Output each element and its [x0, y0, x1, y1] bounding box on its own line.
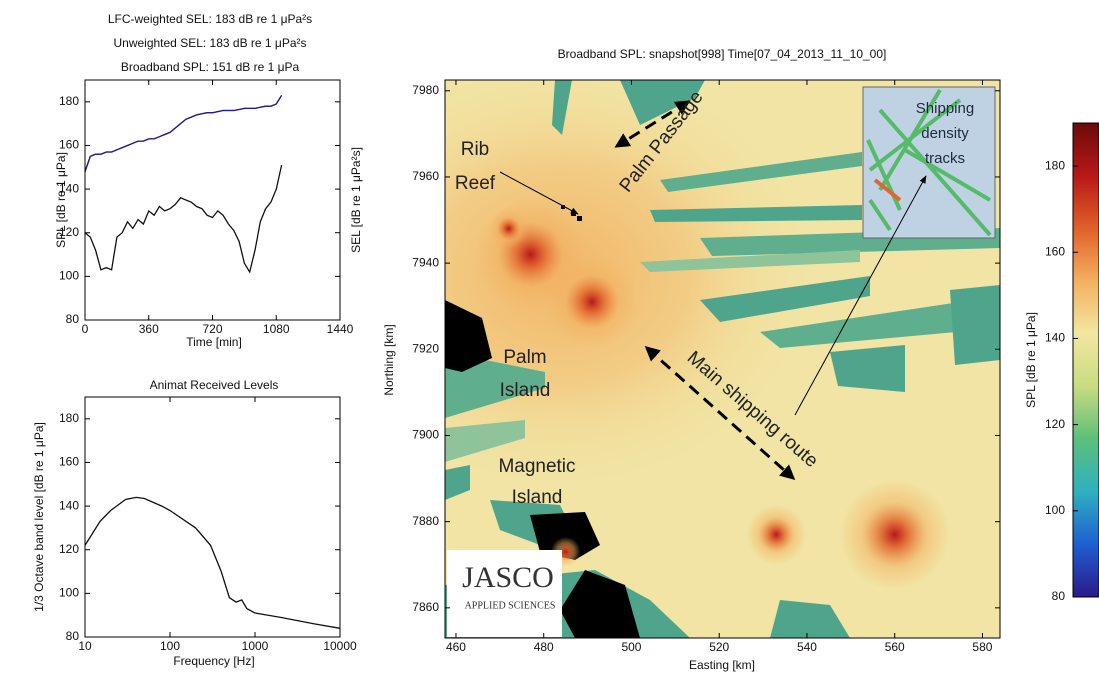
annotation: Reef — [455, 173, 496, 194]
annotation: tracks — [925, 150, 965, 167]
inset-image: Shipping density tracks — [862, 86, 996, 239]
header-lfc: LFC-weighted SEL: 183 dB re 1 μPa²s — [108, 12, 312, 26]
y-tick-label: 100 — [59, 586, 79, 600]
y-tick-label: 7980 — [412, 83, 439, 97]
x-tick-label: 460 — [446, 640, 466, 654]
x-tick-label: 0 — [82, 322, 89, 336]
colorbar — [1072, 122, 1099, 598]
pointer — [794, 175, 927, 416]
colorbar-tick-label: 180 — [1045, 158, 1065, 172]
y-tick-label: 80 — [66, 629, 80, 643]
y-axis-label: 1/3 Octave band level [dB re 1 μPa] — [32, 422, 46, 612]
y-tick-label: 7900 — [412, 428, 439, 442]
colorbar-tick-label: 160 — [1045, 244, 1065, 258]
annotation: density — [921, 125, 969, 142]
x-tick-label: 520 — [709, 640, 729, 654]
plot-frame — [444, 79, 1001, 639]
source — [746, 504, 807, 565]
header-unweighted: Unweighted SEL: 183 dB re 1 μPa²s — [113, 36, 306, 50]
y-tick-label: 120 — [59, 542, 79, 556]
annotation: Rib — [461, 139, 490, 160]
data-line — [84, 496, 341, 629]
y-tick-label: 180 — [59, 411, 79, 425]
source — [546, 256, 637, 347]
x-tick-label: 1440 — [327, 322, 354, 336]
annotation: Shipping — [916, 100, 974, 117]
logo-subtitle: APPLIED SCIENCES — [465, 600, 556, 611]
x-tick-label: 10000 — [323, 639, 357, 653]
colorbar-tick-label: 80 — [1052, 589, 1066, 603]
x-tick-label: 560 — [885, 640, 905, 654]
y-axis-label: Northing [km] — [382, 324, 396, 395]
data-line — [84, 94, 283, 172]
plot-frame — [84, 79, 341, 321]
x-tick-label: 720 — [202, 322, 222, 336]
y-tick-label: 160 — [59, 138, 79, 152]
data-line — [84, 164, 283, 274]
arrow — [644, 346, 796, 480]
x-axis-label: Time [min] — [186, 335, 242, 349]
x-tick-label: 500 — [621, 640, 641, 654]
source — [488, 208, 529, 249]
colorbar-label: SPL [dB re 1 μPa] — [1024, 312, 1038, 408]
x-tick-label: 360 — [139, 322, 159, 336]
y-tick-label: 160 — [59, 455, 79, 469]
y-tick-label: 7960 — [412, 169, 439, 183]
y-tick-label: 7920 — [412, 341, 439, 355]
x-axis-label: Frequency [Hz] — [173, 654, 254, 668]
header-spl: Broadband SPL: 151 dB re 1 μPa — [121, 60, 300, 74]
chart-title: Animat Received Levels — [150, 378, 279, 392]
y-tick-label: 140 — [59, 181, 79, 195]
logo-name: JASCO — [462, 561, 554, 594]
source — [839, 479, 950, 590]
y-tick-label: 7880 — [412, 514, 439, 528]
x-tick-label: 540 — [797, 640, 817, 654]
plot-frame — [84, 396, 341, 638]
x-tick-label: 580 — [972, 640, 992, 654]
annotation: Island — [512, 487, 563, 508]
chart-title: Broadband SPL: snapshot[998] Time[07_04_… — [558, 47, 887, 61]
logo: JASCO APPLIED SCIENCES — [447, 550, 562, 637]
y-tick-label: 100 — [59, 269, 79, 283]
x-axis-label: Easting [km] — [689, 658, 755, 672]
y-tick-label: 7860 — [412, 600, 439, 614]
colorbar-tick-label: 100 — [1045, 503, 1065, 517]
arrow — [614, 100, 691, 148]
x-tick-label: 100 — [160, 639, 180, 653]
x-tick-label: 1000 — [242, 639, 269, 653]
x-tick-label: 10 — [78, 639, 92, 653]
colorbar-tick-label: 120 — [1045, 417, 1065, 431]
x-tick-label: 1080 — [263, 322, 290, 336]
x-tick-label: 480 — [534, 640, 554, 654]
pointer — [499, 171, 579, 215]
y-axis-label: SPL [dB re 1 μPa] — [54, 152, 68, 248]
colorbar-tick-label: 140 — [1045, 331, 1065, 345]
y-tick-label: 140 — [59, 498, 79, 512]
annotation: Magnetic — [498, 456, 575, 477]
annotation: Island — [500, 380, 551, 401]
y-tick-label: 7940 — [412, 255, 439, 269]
y-tick-label: 180 — [59, 94, 79, 108]
y2-axis-label: SEL [dB re 1 μPa²s] — [349, 147, 363, 253]
y-tick-label: 120 — [59, 225, 79, 239]
y-tick-label: 80 — [66, 312, 80, 326]
annotation: Palm — [503, 347, 546, 368]
